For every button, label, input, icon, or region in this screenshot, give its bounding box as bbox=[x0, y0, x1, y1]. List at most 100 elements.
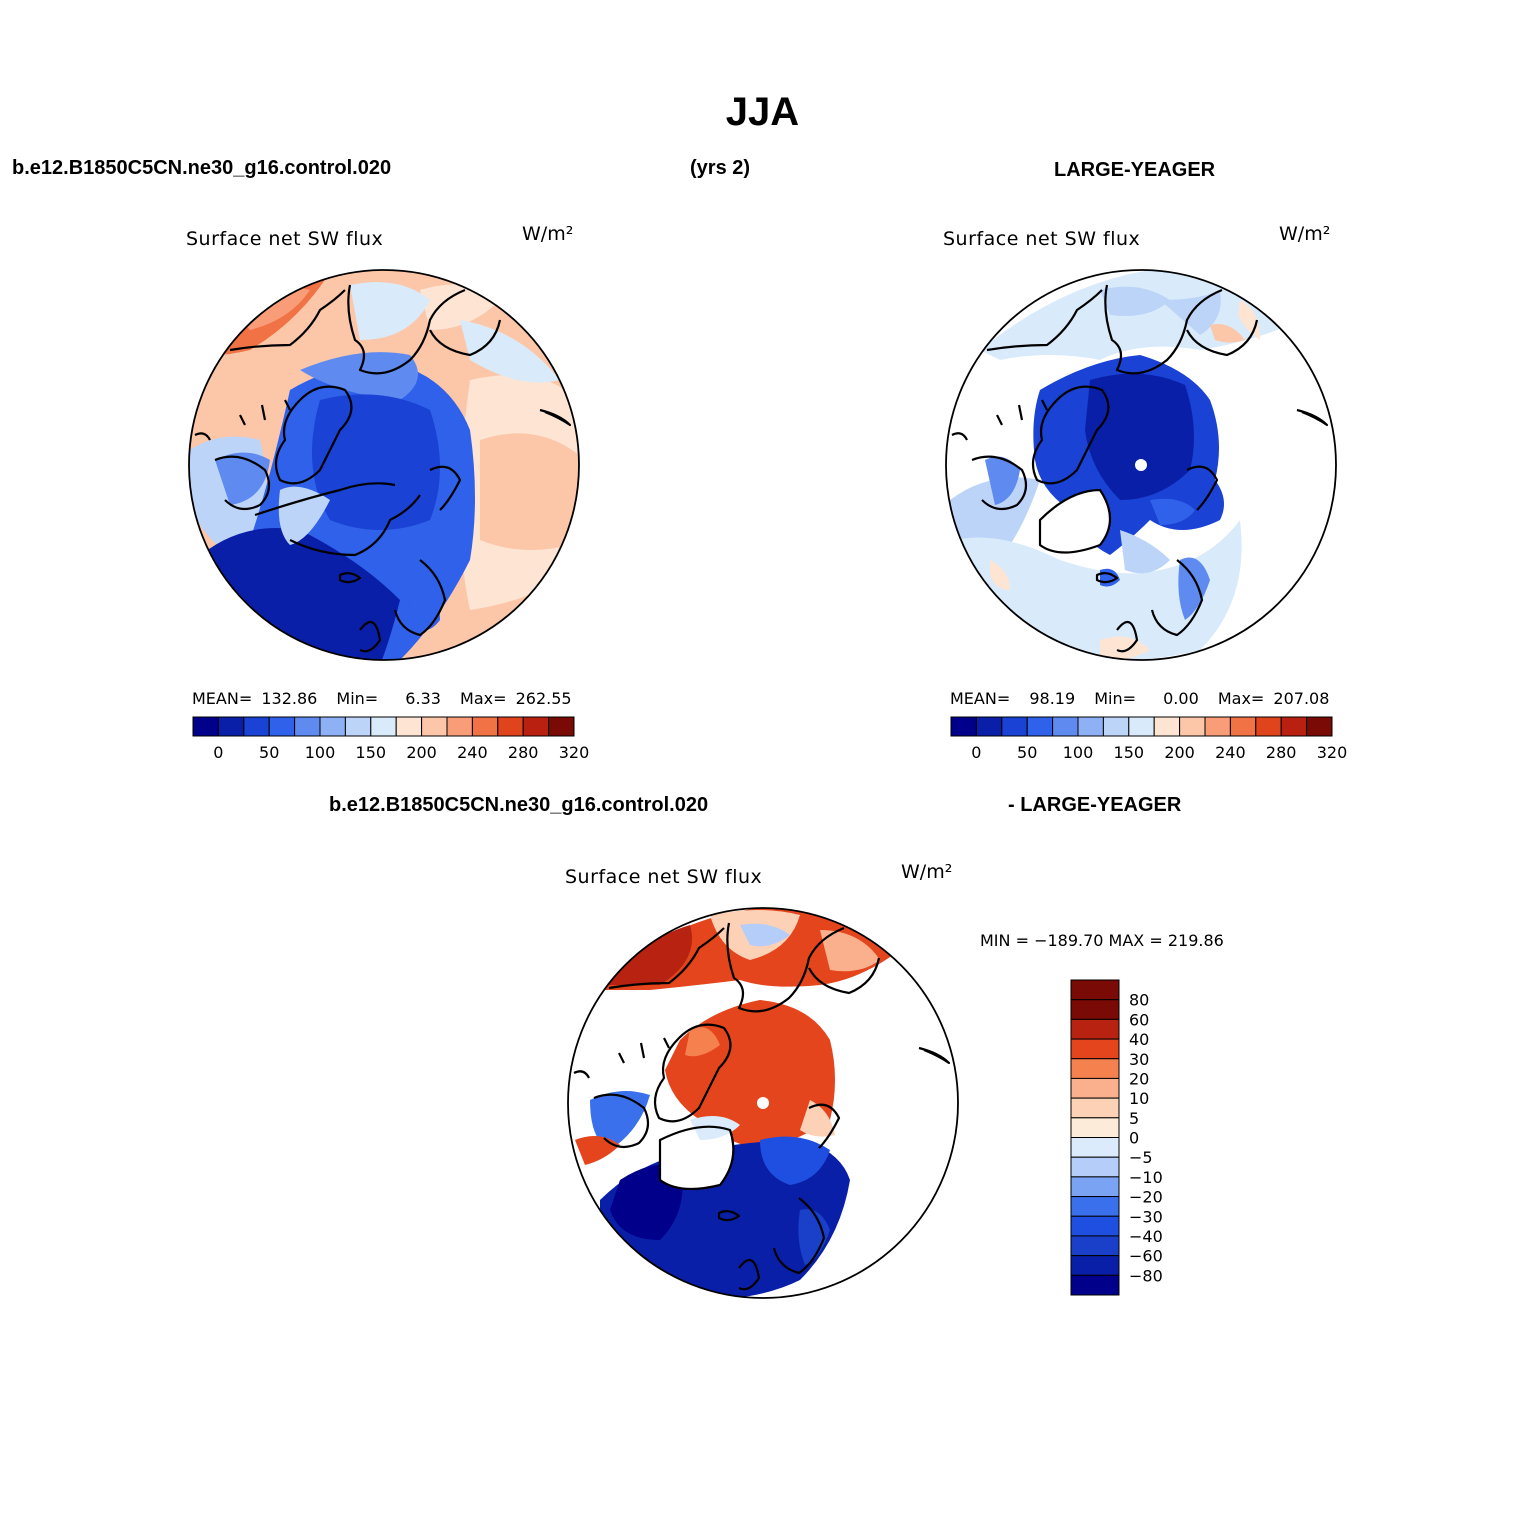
panel1-colorbar-box bbox=[243, 716, 270, 737]
panel2-stats: MEAN= 98.19 Min= 0.00 Max= 207.08 bbox=[950, 689, 1329, 708]
panel2-colorbar-box bbox=[1102, 716, 1130, 737]
panel3-colorbar-tick-label: −10 bbox=[1129, 1168, 1163, 1187]
panel3-colorbar-box bbox=[1070, 1058, 1120, 1079]
panel1-colorbar-tick-label: 50 bbox=[259, 743, 279, 762]
panel3-colorbar-box bbox=[1070, 1117, 1120, 1138]
panel2-colorbar-box bbox=[1204, 716, 1231, 737]
panel2-map: 0 50 100 150 200 240 280 320 bbox=[945, 269, 1348, 762]
panel3-colorbar-tick-label: −30 bbox=[1129, 1207, 1163, 1226]
case-right-label: LARGE-YEAGER bbox=[1054, 159, 1216, 181]
diff-right-label: - LARGE-YEAGER bbox=[1008, 794, 1182, 816]
diff-left-label: b.e12.B1850C5CN.ne30_g16.control.020 bbox=[329, 794, 709, 816]
panel1-colorbar: 0 50 100 150 200 240 280 320 bbox=[192, 716, 589, 762]
panel2-colorbar-tick-label: 0 bbox=[971, 743, 981, 762]
panel1-colorbar-box bbox=[370, 716, 397, 737]
panel2-colorbar-tick-label: 320 bbox=[1317, 743, 1348, 762]
panel2-colorbar-box bbox=[1026, 716, 1054, 737]
panel2-colorbar-tick-label: 50 bbox=[1017, 743, 1037, 762]
panel1-colorbar-tick-label: 240 bbox=[457, 743, 488, 762]
panel2-units: W/m² bbox=[1279, 223, 1331, 245]
panel2-colorbar-box bbox=[1052, 716, 1079, 737]
panel1-colorbar-box bbox=[497, 716, 524, 737]
panel2-colorbar-box bbox=[1280, 716, 1308, 737]
panel1-colorbar-box bbox=[421, 716, 448, 737]
panel3-colorbar-box bbox=[1070, 1097, 1120, 1119]
panel1-title: Surface net SW flux bbox=[186, 228, 384, 250]
panel2-mean-label: MEAN= bbox=[950, 689, 1011, 708]
panel1-colorbar-box bbox=[395, 716, 423, 737]
panel2-colorbar-box bbox=[1077, 716, 1104, 737]
panel1-colorbar-box bbox=[268, 716, 296, 737]
panel2-colorbar-box bbox=[1001, 716, 1028, 737]
panel1-colorbar-box bbox=[344, 716, 372, 737]
panel2-colorbar-tick-label: 240 bbox=[1215, 743, 1246, 762]
panel1-colorbar-tick-label: 100 bbox=[305, 743, 336, 762]
panel1-min-value: 6.33 bbox=[405, 689, 441, 708]
panel3-colorbar-box bbox=[1070, 1196, 1120, 1217]
panel3-colorbar-box bbox=[1070, 1137, 1120, 1158]
panel3-colorbar-tick-label: −80 bbox=[1129, 1266, 1163, 1285]
panel2-title: Surface net SW flux bbox=[943, 228, 1141, 250]
years-label: (yrs 2) bbox=[690, 157, 751, 179]
panel1-colorbar-tick-label: 280 bbox=[508, 743, 539, 762]
panel3-colorbar-box bbox=[1070, 1156, 1120, 1178]
panel2-colorbar-box bbox=[1179, 716, 1206, 737]
panel3-colorbar-tick-label: 5 bbox=[1129, 1109, 1139, 1128]
panel1-colorbar-box bbox=[446, 716, 473, 737]
panel3-colorbar-tick-label: −40 bbox=[1129, 1227, 1163, 1246]
panel3-colorbar-box bbox=[1070, 1274, 1120, 1296]
panel1-colorbar-box bbox=[548, 716, 575, 737]
panel2-colorbar-tick-label: 100 bbox=[1063, 743, 1094, 762]
panel2-colorbar-box bbox=[1229, 716, 1257, 737]
panel2-colorbar-box bbox=[1306, 716, 1333, 737]
panel3-units: W/m² bbox=[901, 861, 953, 883]
panel3-colorbar-tick-label: 80 bbox=[1129, 991, 1149, 1010]
panel2-colorbar-tick-label: 280 bbox=[1266, 743, 1297, 762]
panel3-colorbar-box bbox=[1070, 979, 1120, 1001]
panel1-mean-label: MEAN= bbox=[192, 689, 253, 708]
panel2-colorbar-box bbox=[975, 716, 1003, 737]
panel2-colorbar-tick-label: 200 bbox=[1164, 743, 1195, 762]
panel1-coastlines bbox=[194, 284, 572, 653]
panel2-colorbar-box bbox=[1153, 716, 1181, 737]
panel2-coastlines bbox=[951, 284, 1329, 653]
panel3-colorbar-tick-label: −20 bbox=[1129, 1188, 1163, 1207]
panel3-colorbar-tick-label: 60 bbox=[1129, 1010, 1149, 1029]
panel3-colorbar-tick-label: 10 bbox=[1129, 1089, 1149, 1108]
panel2-colorbar-box bbox=[950, 716, 977, 737]
panel1-max-label: Max= bbox=[460, 689, 507, 708]
panel1-colorbar-tick-label: 200 bbox=[406, 743, 437, 762]
panel1-max-value: 262.55 bbox=[515, 689, 572, 708]
panel1-min-label: Min= bbox=[336, 689, 379, 708]
panel1-colorbar-box bbox=[522, 716, 550, 737]
panel1-map: 0 50 100 150 200 240 280 320 bbox=[188, 269, 589, 762]
panel3-colorbar-box bbox=[1070, 999, 1120, 1020]
panel3-colorbar-box bbox=[1070, 1077, 1120, 1099]
case-left-label: b.e12.B1850C5CN.ne30_g16.control.020 bbox=[12, 157, 392, 179]
panel3-greenland-mask bbox=[660, 1126, 734, 1189]
panel1-map-border bbox=[188, 269, 580, 661]
panel2-mean-value: 98.19 bbox=[1029, 689, 1076, 708]
panel3-colorbar-box bbox=[1070, 1176, 1120, 1198]
panel3-colorbar-tick-label: −60 bbox=[1129, 1247, 1163, 1266]
panel2-colorbar-tick-label: 150 bbox=[1114, 743, 1145, 762]
panel1-mean-value: 132.86 bbox=[261, 689, 318, 708]
panel2-colorbar: 0 50 100 150 200 240 280 320 bbox=[950, 716, 1348, 762]
panel1-colorbar-box bbox=[471, 716, 499, 737]
panel3-colorbar-box bbox=[1070, 1038, 1120, 1060]
panel1-stats: MEAN= 132.86 Min= 6.33 Max= 262.55 bbox=[192, 689, 572, 708]
panel2-colorbar-box bbox=[1255, 716, 1282, 737]
panel1-colorbar-tick-label: 0 bbox=[213, 743, 223, 762]
panel3-map-border bbox=[567, 907, 959, 1299]
panel2-map-border bbox=[945, 269, 1337, 661]
panel3-colorbar-box bbox=[1070, 1235, 1120, 1257]
panel3-colorbar-box bbox=[1070, 1215, 1120, 1237]
main-title: JJA bbox=[725, 90, 800, 134]
panel2-min-label: Min= bbox=[1094, 689, 1137, 708]
panel2-max-value: 207.08 bbox=[1273, 689, 1330, 708]
panel3-colorbar-box bbox=[1070, 1255, 1120, 1276]
panel3-colorbar-tick-label: 40 bbox=[1129, 1030, 1149, 1049]
panel1-colorbar-box bbox=[319, 716, 346, 737]
